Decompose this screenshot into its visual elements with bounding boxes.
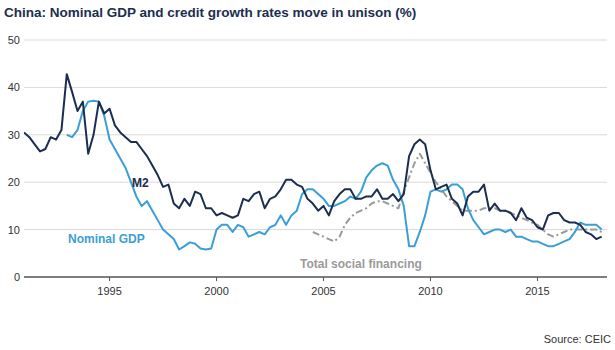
y-tick-label: 50: [8, 34, 20, 46]
source: Source: CEIC: [544, 333, 611, 345]
y-tick-label: 40: [8, 81, 20, 93]
x-tick-label: 2015: [525, 285, 549, 297]
grid-line: [24, 87, 607, 88]
series-line: [67, 101, 602, 250]
x-tick: [216, 277, 217, 281]
series-label: Total social financing: [300, 257, 422, 271]
grid-line: [24, 277, 607, 278]
x-tick: [537, 277, 538, 281]
x-tick-label: 2005: [311, 285, 335, 297]
x-tick-label: 1995: [97, 285, 121, 297]
grid-line: [24, 182, 607, 183]
title: China: Nominal GDP and credit growth rat…: [4, 5, 416, 20]
plot-area: [24, 74, 602, 249]
x-tick-label: 2000: [204, 285, 228, 297]
y-tick-label: 10: [8, 224, 20, 236]
grid-line: [24, 40, 607, 41]
grid-line: [24, 134, 607, 135]
x-tick-label: 2010: [418, 285, 442, 297]
series-label: Nominal GDP: [68, 232, 145, 246]
x-tick: [323, 277, 324, 281]
grid-line: [24, 229, 607, 230]
x-tick: [430, 277, 431, 281]
y-tick-label: 20: [8, 176, 20, 188]
series-label: M2: [132, 176, 149, 190]
series-line: [24, 74, 602, 239]
x-axis: [24, 277, 607, 278]
y-tick-label: 30: [8, 129, 20, 141]
x-tick: [109, 277, 110, 281]
chart: China: Nominal GDP and credit growth rat…: [0, 0, 615, 350]
y-tick-label: 0: [14, 271, 20, 283]
